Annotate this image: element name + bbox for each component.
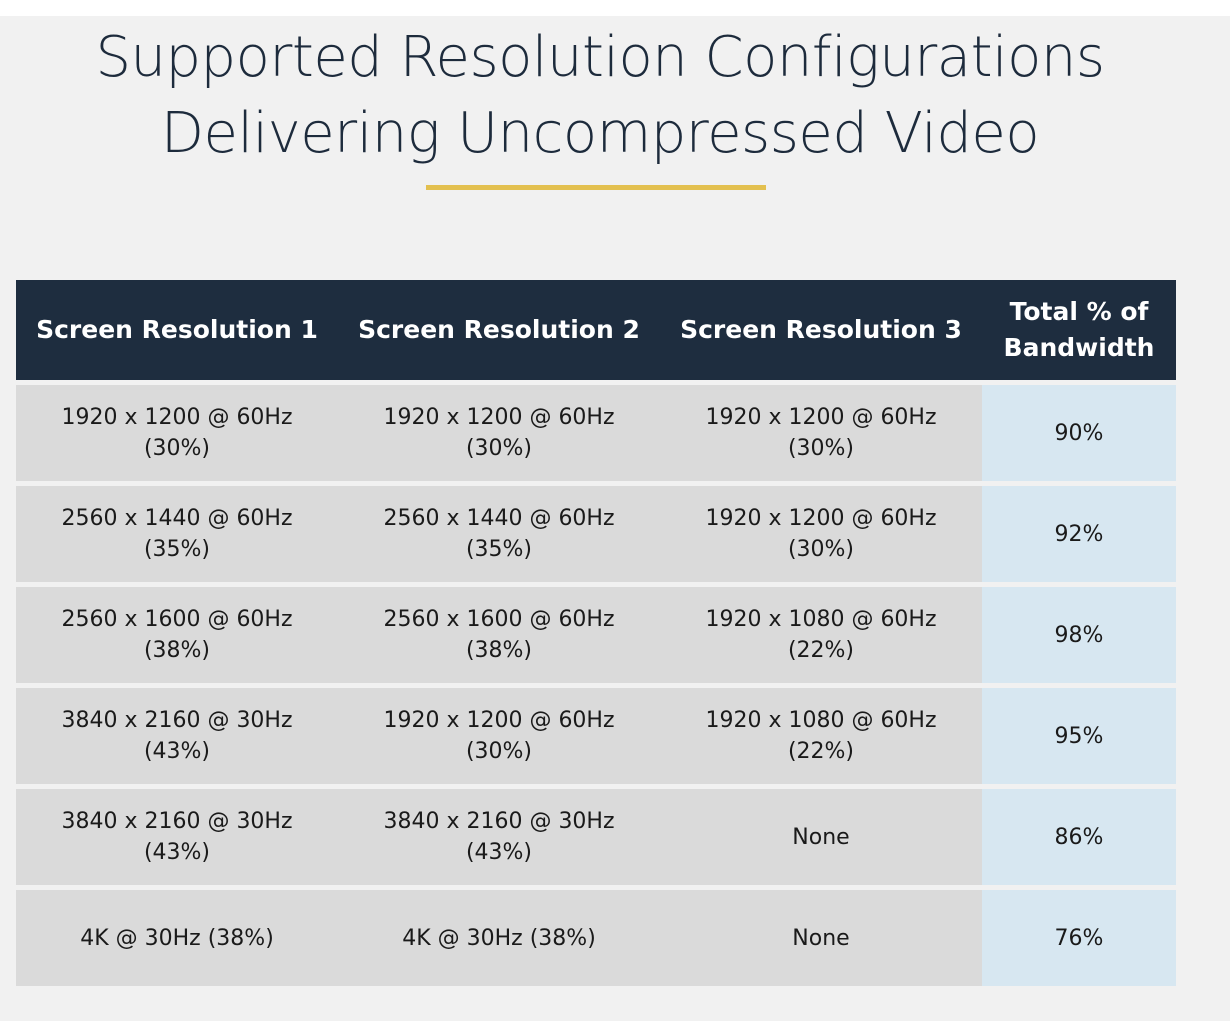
title-underline — [426, 185, 766, 190]
resolution-value: 2560 x 1440 @ 60Hz — [61, 506, 293, 531]
cell-screen-resolution-2: 2560 x 1440 @ 60Hz (35%) — [338, 483, 660, 585]
table-row: 2560 x 1600 @ 60Hz (38%) 2560 x 1600 @ 60H… — [16, 584, 1176, 686]
resolution-value: 1920 x 1200 @ 60Hz — [705, 506, 937, 531]
table-row: 1920 x 1200 @ 60Hz (30%) 1920 x 1200 @ 60H… — [16, 382, 1176, 484]
cell-total-bandwidth: 98% — [982, 584, 1176, 686]
cell-screen-resolution-1: 1920 x 1200 @ 60Hz (30%) — [16, 382, 338, 484]
page-title: Supported Resolution Configurations Deli… — [0, 20, 1200, 172]
cell-screen-resolution-1: 3840 x 2160 @ 30Hz (43%) — [16, 786, 338, 888]
resolution-value: None — [792, 824, 850, 850]
resolution-value: None — [792, 925, 850, 951]
cell-screen-resolution-3: 1920 x 1080 @ 60Hz (22%) — [660, 685, 982, 787]
bandwidth-share: (38%) — [465, 638, 533, 663]
table-row: 3840 x 2160 @ 30Hz (43%) 1920 x 1200 @ 60H… — [16, 685, 1176, 787]
table-body: 1920 x 1200 @ 60Hz (30%) 1920 x 1200 @ 60H… — [16, 382, 1176, 986]
table-row: 2560 x 1440 @ 60Hz (35%) 2560 x 1440 @ 60H… — [16, 483, 1176, 585]
resolution-value: 1920 x 1200 @ 60Hz — [383, 405, 615, 430]
table-row: 3840 x 2160 @ 30Hz (43%) 3840 x 2160 @ 30H… — [16, 786, 1176, 888]
bandwidth-share: (43%) — [143, 840, 211, 865]
cell-screen-resolution-2: 3840 x 2160 @ 30Hz (43%) — [338, 786, 660, 888]
header-screen-resolution-3: Screen Resolution 3 — [660, 280, 982, 383]
cell-screen-resolution-2: 1920 x 1200 @ 60Hz (30%) — [338, 685, 660, 787]
bandwidth-share: (43%) — [465, 840, 533, 865]
cell-screen-resolution-3: None — [660, 887, 982, 986]
cell-total-bandwidth: 76% — [982, 887, 1176, 986]
resolution-value: 4K @ 30Hz (38%) — [80, 925, 274, 951]
resolution-value: 2560 x 1600 @ 60Hz — [383, 607, 615, 632]
resolution-value: 3840 x 2160 @ 30Hz — [61, 708, 293, 733]
table-header-row: Screen Resolution 1 Screen Resolution 2 … — [16, 280, 1176, 383]
cell-screen-resolution-2: 2560 x 1600 @ 60Hz (38%) — [338, 584, 660, 686]
cell-screen-resolution-2: 4K @ 30Hz (38%) — [338, 887, 660, 986]
cell-screen-resolution-3: None — [660, 786, 982, 888]
cell-total-bandwidth: 90% — [982, 382, 1176, 484]
bandwidth-share: (35%) — [143, 537, 211, 562]
resolution-value: 1920 x 1200 @ 60Hz — [383, 708, 615, 733]
resolution-value: 1920 x 1200 @ 60Hz — [705, 405, 937, 430]
resolution-value: 1920 x 1080 @ 60Hz — [705, 708, 937, 733]
cell-total-bandwidth: 92% — [982, 483, 1176, 585]
title-line-1: Supported Resolution Configurations — [95, 25, 1105, 90]
header-screen-resolution-1: Screen Resolution 1 — [16, 280, 338, 383]
bandwidth-share: (30%) — [787, 436, 855, 461]
resolution-value: 2560 x 1600 @ 60Hz — [61, 607, 293, 632]
header-screen-resolution-2: Screen Resolution 2 — [338, 280, 660, 383]
cell-screen-resolution-3: 1920 x 1200 @ 60Hz (30%) — [660, 483, 982, 585]
cell-screen-resolution-3: 1920 x 1080 @ 60Hz (22%) — [660, 584, 982, 686]
title-line-2: Delivering Uncompressed Video — [160, 101, 1040, 166]
resolution-value: 1920 x 1200 @ 60Hz — [61, 405, 293, 430]
bandwidth-share: (43%) — [143, 739, 211, 764]
bandwidth-share: (30%) — [465, 739, 533, 764]
cell-screen-resolution-1: 3840 x 2160 @ 30Hz (43%) — [16, 685, 338, 787]
cell-screen-resolution-1: 2560 x 1440 @ 60Hz (35%) — [16, 483, 338, 585]
cell-total-bandwidth: 95% — [982, 685, 1176, 787]
bandwidth-share: (35%) — [465, 537, 533, 562]
resolution-value: 3840 x 2160 @ 30Hz — [61, 809, 293, 834]
cell-screen-resolution-3: 1920 x 1200 @ 60Hz (30%) — [660, 382, 982, 484]
cell-total-bandwidth: 86% — [982, 786, 1176, 888]
resolution-table: Screen Resolution 1 Screen Resolution 2 … — [16, 280, 1176, 986]
bandwidth-share: (30%) — [143, 436, 211, 461]
header-total-bandwidth: Total % of Bandwidth — [982, 280, 1176, 383]
bandwidth-share: (22%) — [787, 638, 855, 663]
cell-screen-resolution-1: 4K @ 30Hz (38%) — [16, 887, 338, 986]
bandwidth-share: (30%) — [787, 537, 855, 562]
cell-screen-resolution-1: 2560 x 1600 @ 60Hz (38%) — [16, 584, 338, 686]
bandwidth-share: (38%) — [143, 638, 211, 663]
resolution-value: 3840 x 2160 @ 30Hz — [383, 809, 615, 834]
resolution-value: 2560 x 1440 @ 60Hz — [383, 506, 615, 531]
table-row: 4K @ 30Hz (38%) 4K @ 30Hz (38%) None 76% — [16, 887, 1176, 986]
resolution-value: 4K @ 30Hz (38%) — [402, 925, 596, 951]
bandwidth-share: (22%) — [787, 739, 855, 764]
resolution-value: 1920 x 1080 @ 60Hz — [705, 607, 937, 632]
bandwidth-share: (30%) — [465, 436, 533, 461]
cell-screen-resolution-2: 1920 x 1200 @ 60Hz (30%) — [338, 382, 660, 484]
